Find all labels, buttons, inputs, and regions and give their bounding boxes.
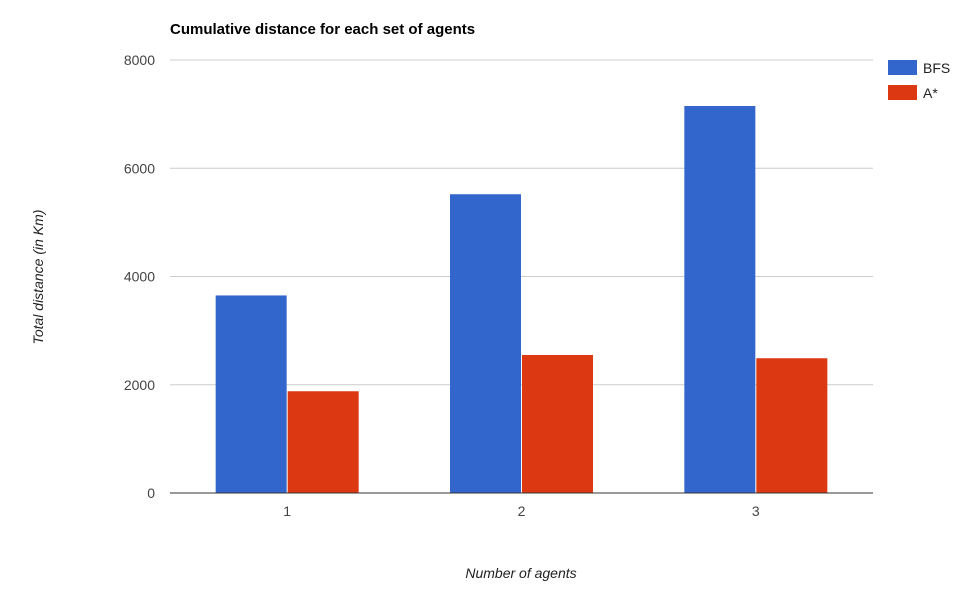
bar-a-3 [756,358,828,493]
gridlines [170,59,873,386]
y-tick-label: 2000 [124,377,155,393]
x-tick-label: 1 [283,503,291,519]
x-axis-title: Number of agents [465,565,576,581]
y-tick-label: 6000 [124,160,155,176]
legend-swatch [888,60,917,75]
x-tick-label: 2 [518,503,526,519]
bars [215,106,828,494]
bar-a-1 [287,391,359,493]
legend-label: A* [923,85,938,101]
y-tick-label: 4000 [124,269,155,285]
y-axis-title: Total distance (in Km) [30,210,46,345]
y-tick-label: 0 [147,485,155,501]
legend-label: BFS [923,60,950,76]
legend: BFS A* [888,60,950,101]
x-tick-label: 3 [752,503,760,519]
x-tick-labels: 1 2 3 [283,503,760,519]
bar-bfs-2 [450,194,521,494]
y-tick-labels: 0 2000 4000 6000 8000 [124,52,155,501]
bar-bfs-1 [215,295,287,493]
y-tick-label: 8000 [124,52,155,68]
bar-a-2 [522,354,593,493]
chart-title: Cumulative distance for each set of agen… [170,21,475,38]
legend-swatch [888,85,917,100]
bar-bfs-3 [684,106,756,493]
